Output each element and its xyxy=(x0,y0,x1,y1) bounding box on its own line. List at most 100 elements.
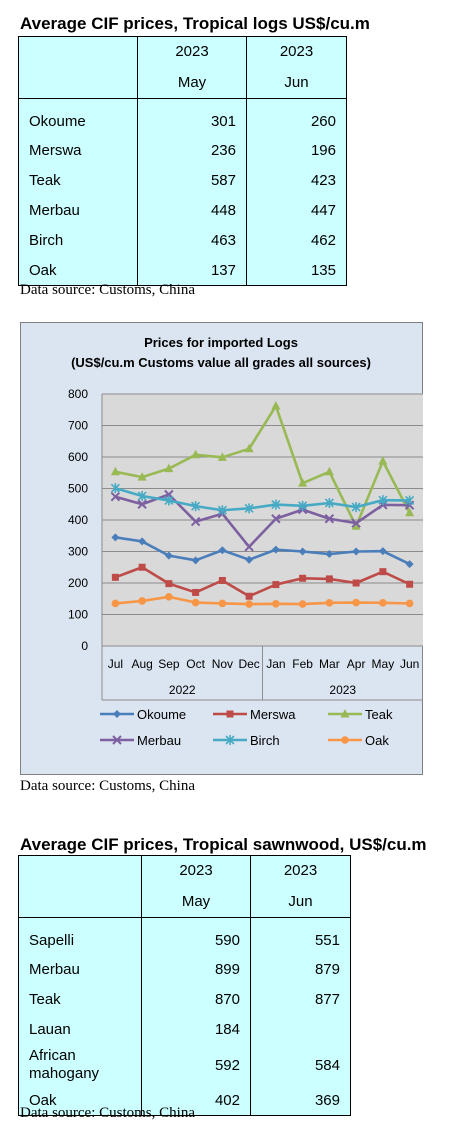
data-point-birch xyxy=(191,501,201,512)
data-point-merswa xyxy=(406,580,414,588)
chart-source: Data source: Customs, China xyxy=(20,778,195,794)
legend-label-merswa: Merswa xyxy=(250,707,296,722)
price-may: 590 xyxy=(141,917,251,955)
data-point-okoume xyxy=(271,545,280,554)
data-point-birch xyxy=(351,502,361,513)
x-tick-label: Feb xyxy=(292,657,313,671)
y-tick-label: 0 xyxy=(81,639,88,653)
logs-price-table: 2023 2023 May Jun Okoume 301 260 Merswa … xyxy=(18,36,347,286)
data-point-merswa xyxy=(352,579,360,587)
data-point-teak xyxy=(164,463,174,473)
y-tick-label: 500 xyxy=(68,482,88,496)
data-point-teak xyxy=(298,478,308,487)
price-may: 402 xyxy=(141,1085,251,1116)
data-point-teak xyxy=(405,507,415,517)
price-may: 587 xyxy=(137,165,247,196)
price-jun: 369 xyxy=(250,1085,351,1116)
table-row: Oak 137 135 xyxy=(18,255,347,286)
data-point-birch xyxy=(217,505,227,516)
y-tick-label: 200 xyxy=(68,576,88,590)
sawnwood-table-source: Data source: Customs, China xyxy=(20,1105,195,1121)
y-tick-label: 600 xyxy=(68,450,88,464)
legend-label-teak: Teak xyxy=(365,707,393,722)
data-point-oak xyxy=(298,600,307,608)
data-point-merswa xyxy=(111,573,119,581)
series-line-teak xyxy=(115,404,411,528)
chart-subtitle: (US$/cu.m Customs value all grades all s… xyxy=(71,355,371,370)
legend-label-birch: Birch xyxy=(250,733,280,748)
table-row: Teak 870 877 xyxy=(18,984,351,1015)
data-point-okoume xyxy=(298,547,307,556)
price-jun: 135 xyxy=(246,255,347,286)
price-jun: 196 xyxy=(246,135,347,166)
legend-marker-merbau xyxy=(112,735,122,745)
price-may: 137 xyxy=(137,255,247,286)
legend-label-okoume: Okoume xyxy=(137,707,186,722)
species-name: Merswa xyxy=(18,135,138,166)
table-header-row: May Jun xyxy=(18,885,351,918)
series-line-okoume xyxy=(115,536,411,566)
header-year-jun: 2023 xyxy=(246,36,347,67)
data-point-oak xyxy=(111,599,120,608)
species-name: Merbau xyxy=(18,954,142,985)
header-year-may: 2023 xyxy=(141,855,251,886)
data-point-merswa xyxy=(218,576,226,584)
table-header-row: 2023 2023 xyxy=(18,855,351,886)
data-point-teak xyxy=(110,466,120,476)
table-header-row: 2023 2023 xyxy=(18,36,347,67)
price-may: 448 xyxy=(137,195,247,226)
x-tick-label: Sep xyxy=(158,657,180,671)
data-point-oak xyxy=(191,598,200,607)
data-point-teak xyxy=(191,449,201,459)
price-jun: 447 xyxy=(246,195,347,226)
logs-table-title: Average CIF prices, Tropical logs US$/cu… xyxy=(20,14,370,33)
data-point-merswa xyxy=(299,574,307,582)
table-row: Merbau 899 879 xyxy=(18,954,351,985)
data-point-birch xyxy=(164,495,174,506)
data-point-oak xyxy=(165,593,173,601)
price-may: 870 xyxy=(141,984,251,1015)
x-group-label: 2022 xyxy=(169,683,196,697)
data-point-oak xyxy=(325,599,334,607)
series-line-birch xyxy=(115,486,410,512)
species-name: Sapelli xyxy=(18,917,142,955)
price-jun: 462 xyxy=(246,225,347,256)
data-point-teak xyxy=(378,456,388,465)
data-point-merbau xyxy=(324,514,335,524)
legend-marker-teak xyxy=(340,709,350,718)
x-tick-label: Apr xyxy=(347,657,366,671)
price-jun: 877 xyxy=(250,984,351,1015)
header-month-may: May xyxy=(141,885,251,918)
price-may: 899 xyxy=(141,954,251,985)
y-tick-label: 700 xyxy=(68,419,88,433)
legend-label-merbau: Merbau xyxy=(137,733,181,748)
data-point-merswa xyxy=(245,592,253,600)
data-point-okoume xyxy=(191,556,200,565)
y-tick-label: 400 xyxy=(68,513,88,527)
data-point-merswa xyxy=(165,580,173,588)
data-point-oak xyxy=(218,599,227,608)
data-point-birch xyxy=(271,499,281,510)
legend-marker-birch xyxy=(225,735,235,745)
data-point-birch xyxy=(405,495,415,506)
table-row: Birch 463 462 xyxy=(18,225,347,256)
species-name: Teak xyxy=(18,984,142,1015)
data-point-birch xyxy=(137,491,147,502)
data-point-okoume xyxy=(138,537,147,546)
x-tick-label: Nov xyxy=(212,657,233,671)
table-row: Sapelli 590 551 xyxy=(18,917,351,955)
species-name: Oak xyxy=(18,1085,142,1116)
data-point-merswa xyxy=(192,588,200,596)
price-jun: 260 xyxy=(246,98,347,136)
series-line-oak xyxy=(115,595,410,606)
x-tick-label: Dec xyxy=(238,657,259,671)
price-may: 236 xyxy=(137,135,247,166)
species-name: Lauan xyxy=(18,1014,142,1045)
y-tick-label: 300 xyxy=(68,545,88,559)
species-name: African mahogany xyxy=(18,1044,142,1086)
data-point-merbau xyxy=(190,516,201,527)
table-row: African mahogany 592 584 xyxy=(18,1044,351,1086)
species-name: Oak xyxy=(18,255,138,286)
chart-svg: Prices for imported Logs (US$/cu.m Custo… xyxy=(20,322,424,775)
sawnwood-price-table: 2023 2023 May Jun Sapelli 590 551 Merbau… xyxy=(18,855,351,1116)
